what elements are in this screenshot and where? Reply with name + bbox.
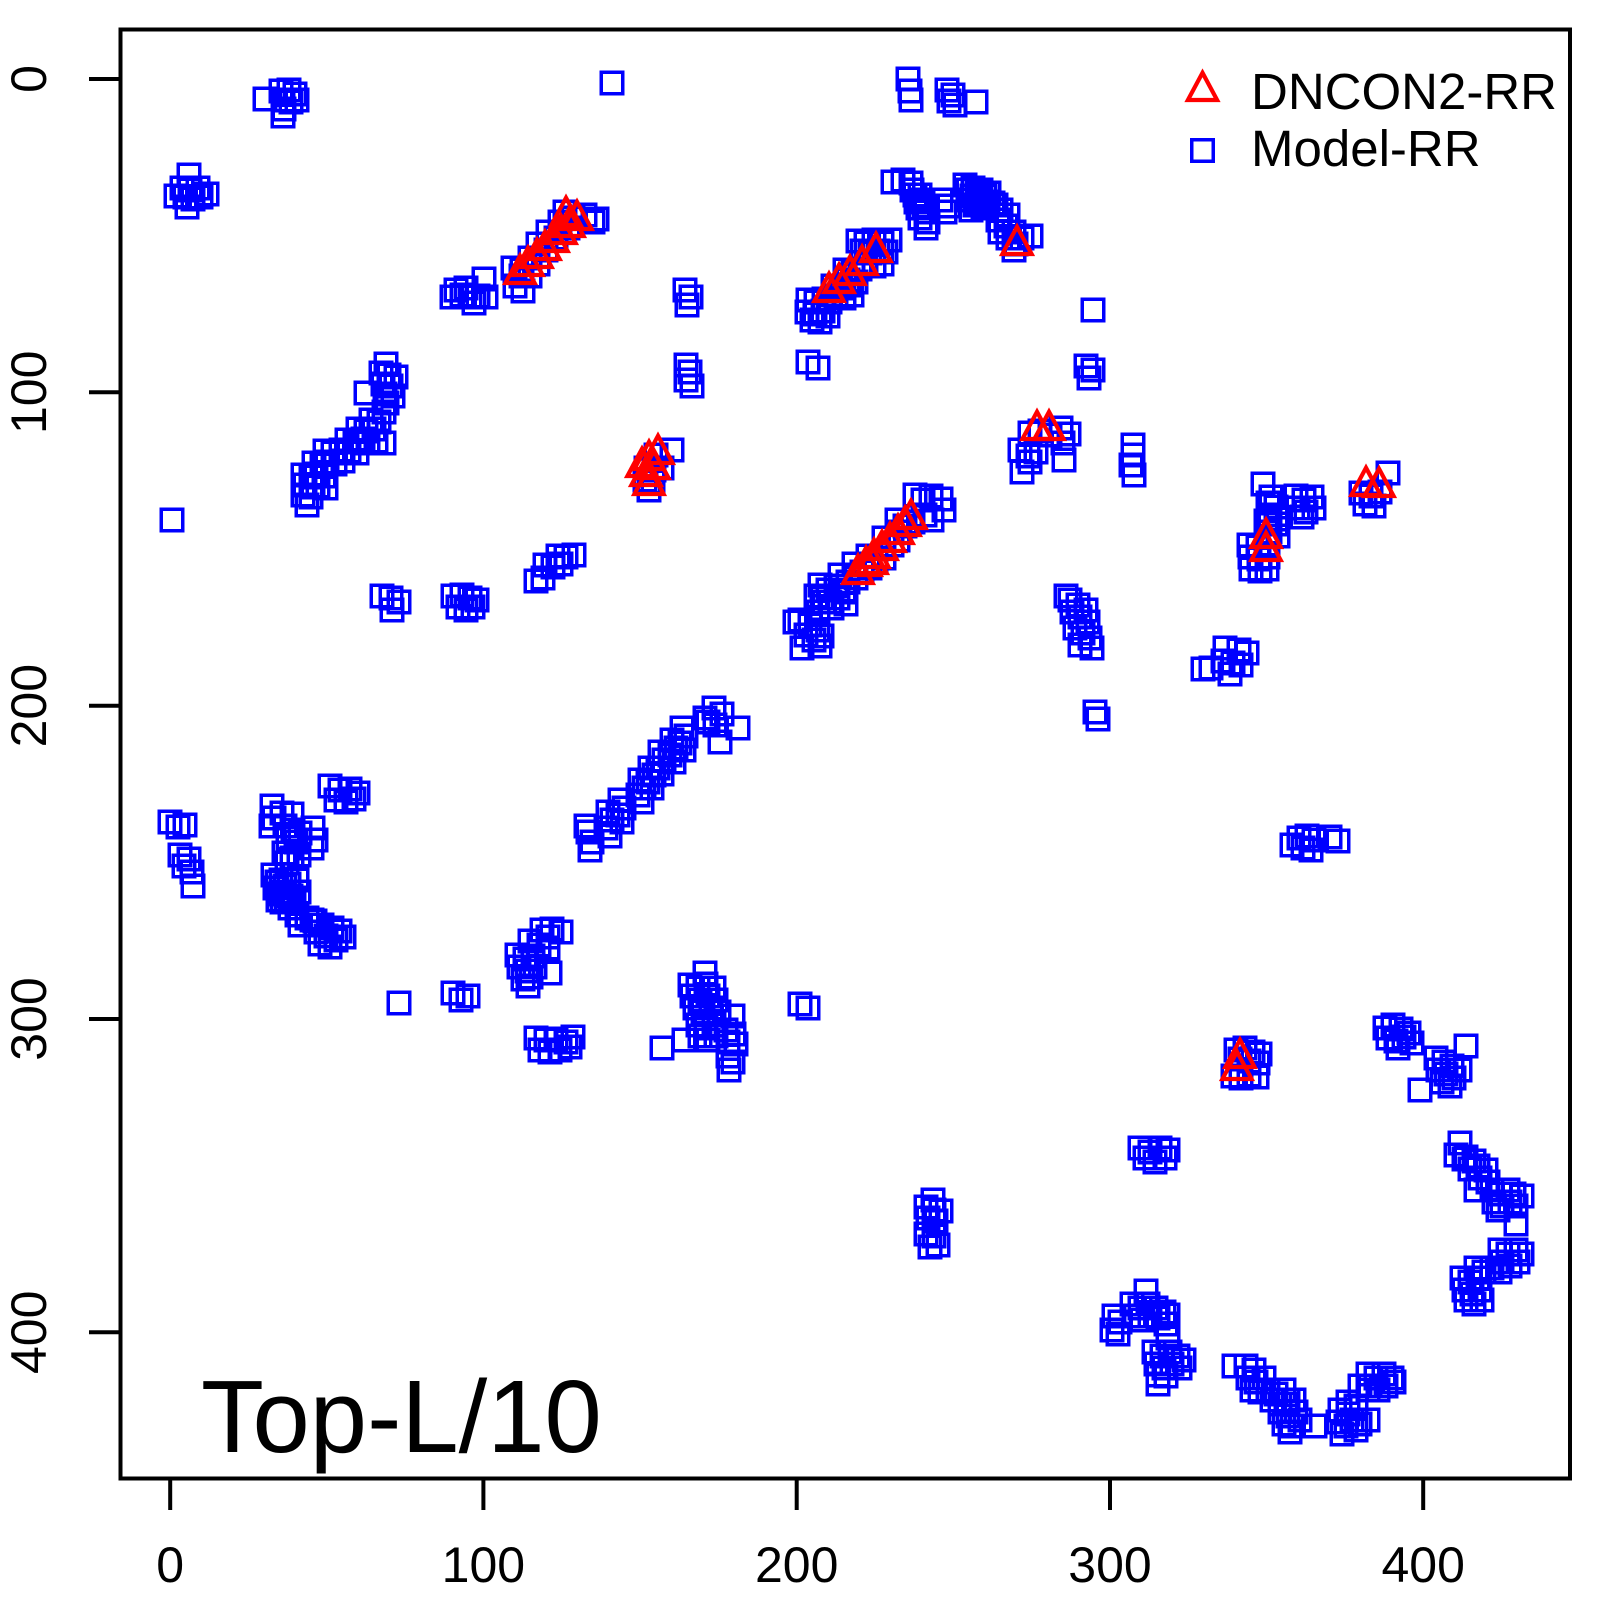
svg-text:300: 300 xyxy=(1,977,57,1060)
svg-text:0: 0 xyxy=(1,65,57,93)
svg-text:100: 100 xyxy=(442,1537,525,1593)
svg-text:300: 300 xyxy=(1068,1537,1151,1593)
svg-text:DNCON2-RR: DNCON2-RR xyxy=(1251,63,1557,120)
svg-text:200: 200 xyxy=(755,1537,838,1593)
svg-text:400: 400 xyxy=(1,1291,57,1374)
svg-text:200: 200 xyxy=(1,664,57,747)
svg-text:Top-L/10: Top-L/10 xyxy=(201,1359,602,1474)
svg-text:400: 400 xyxy=(1381,1537,1464,1593)
svg-text:0: 0 xyxy=(156,1537,184,1593)
svg-text:Model-RR: Model-RR xyxy=(1251,120,1481,177)
svg-text:100: 100 xyxy=(1,351,57,434)
